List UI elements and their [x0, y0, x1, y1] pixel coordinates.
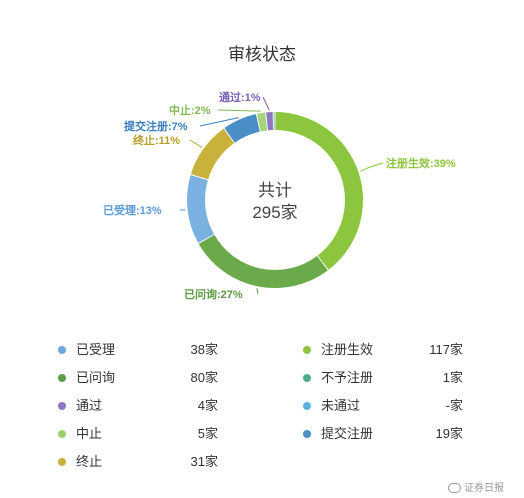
center-total: 295家	[252, 203, 297, 222]
legend-value: 31家	[190, 454, 218, 469]
legend-value: 1家	[442, 370, 463, 385]
leader-line	[256, 288, 259, 295]
legend-name: 不予注册	[321, 370, 374, 385]
legend-value: 5家	[197, 426, 218, 441]
wechat-icon	[448, 483, 461, 494]
legend-dot-icon	[303, 430, 311, 438]
legend-dot-icon	[303, 402, 311, 410]
slice-label: 中止:2%	[169, 103, 211, 117]
legend-name: 中止	[76, 426, 103, 441]
legend-name: 已受理	[76, 342, 116, 357]
slice-label: 注册生效:39%	[386, 156, 456, 170]
legend-item: 未通过 -家	[303, 396, 463, 416]
legend-value: 117家	[429, 342, 463, 357]
leader-line	[217, 109, 261, 112]
legend-item: 已问询 80家	[58, 368, 218, 388]
legend-name: 通过	[76, 398, 103, 413]
legend-item: 通过 4家	[58, 396, 218, 416]
leader-line	[262, 96, 270, 111]
donut-slice	[275, 112, 364, 270]
legend-dot-icon	[58, 430, 66, 438]
donut-slices	[186, 112, 364, 288]
donut-chart: 注册生效:39% 已问询:27% 已受理:13% 终止:11%提交注册:7% 中止:2%…	[103, 90, 456, 301]
legend-dot-icon	[58, 458, 66, 466]
slice-label: 已受理:13%	[103, 203, 162, 217]
legend: 已受理 38家已问询 80家通过 4家中止 5家终止 31家 注册生效 117家不予注册 1家未…	[58, 340, 478, 490]
legend-name: 终止	[76, 454, 103, 469]
legend-dot-icon	[58, 402, 66, 410]
leader-line	[199, 117, 239, 127]
legend-item: 注册生效 117家	[303, 340, 463, 360]
legend-value: 80家	[190, 370, 218, 385]
legend-value: -家	[445, 398, 463, 413]
legend-item: 已受理 38家	[58, 340, 218, 360]
legend-item: 提交注册 19家	[303, 424, 463, 444]
legend-name: 注册生效	[321, 342, 374, 357]
slice-label: 已问询:27%	[184, 287, 243, 301]
legend-value: 38家	[190, 342, 218, 357]
donut-slice	[186, 175, 214, 243]
slice-label: 提交注册:7%	[124, 119, 188, 133]
watermark: 证券日报	[448, 479, 504, 494]
legend-dot-icon	[58, 346, 66, 354]
watermark-text: 证券日报	[464, 483, 504, 494]
legend-name: 已问询	[76, 370, 116, 385]
legend-item: 不予注册 1家	[303, 368, 463, 388]
legend-item: 终止 31家	[58, 452, 218, 472]
chart-title: 审核状态	[228, 45, 296, 64]
legend-dot-icon	[58, 374, 66, 382]
leader-line	[189, 139, 203, 148]
donut-slice	[266, 112, 274, 131]
donut-slice	[198, 234, 328, 288]
slice-label: 终止:11%	[133, 133, 180, 147]
legend-item: 中止 5家	[58, 424, 218, 444]
leader-line	[360, 162, 384, 172]
center-label: 共计	[258, 181, 292, 200]
slice-label: 通过:1%	[219, 90, 261, 104]
donut-slice	[190, 128, 235, 180]
legend-name: 提交注册	[321, 426, 374, 441]
legend-value: 19家	[435, 426, 463, 441]
legend-value: 4家	[197, 398, 218, 413]
legend-dot-icon	[303, 374, 311, 382]
leader-lines: 注册生效:39% 已问询:27% 已受理:13% 终止:11%提交注册:7% 中止:2%…	[103, 90, 456, 301]
donut-slice	[273, 112, 275, 131]
donut-slice	[224, 114, 260, 143]
donut-slice	[256, 112, 268, 132]
legend-dot-icon	[303, 346, 311, 354]
legend-name: 未通过	[321, 398, 361, 413]
